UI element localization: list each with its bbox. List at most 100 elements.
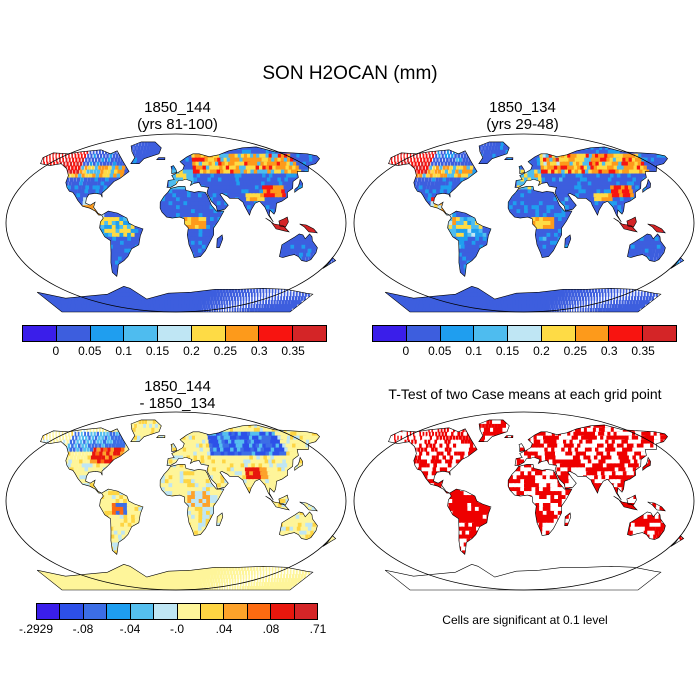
colorbar-box [609,326,644,341]
colorbar-box [293,326,327,341]
coastline-australia [627,233,666,262]
map-panel-2 [353,133,695,313]
coastline-iceland [504,435,514,439]
panel-2-title-line2: (yrs 29-48) [486,116,559,133]
coastline-japan [642,178,651,193]
colorbar-box [90,326,125,341]
colorbar-tick-label: 0.2 [183,344,200,358]
colorbar-panel-2: 0 0.05 0.1 0.15 0.2 0.25 0.3 0.35 [372,325,677,358]
coastline-japan [642,456,651,471]
coastline-iceland [156,157,166,161]
colorbar-tick-label: 0.05 [428,344,452,358]
coastline-newGuinea [299,223,318,234]
coastline-outlines [384,419,685,591]
coastline-australia [279,511,318,540]
coastline-japan [294,178,303,193]
coastline-madagascar [564,512,572,526]
coastline-africa [507,464,573,536]
coastline-australia [279,233,318,262]
coastline-southAmerica [99,210,144,277]
coastline-antarctica [36,563,314,591]
coastline-uk [518,165,526,174]
colorbar-tick-label: -.2929 [18,622,54,636]
coastline-indonesia [613,217,638,233]
coastline-madagascar [564,234,572,248]
colorbar-tick-label: 0.1 [465,344,482,358]
coastline-antarctica [384,563,662,591]
coastline-indonesia [265,217,290,233]
panel-3-title-line1: 1850_144 [144,378,211,395]
colorbar-box [158,326,192,341]
panel-3-title-line2: - 1850_134 [139,395,216,412]
significance-note: Cells are significant at 0.1 level [442,613,608,627]
panel-2-title-line1: 1850_134 [489,99,556,116]
colorbar-box [294,604,318,619]
coastline-newGuinea [299,501,318,512]
colorbar-box [643,326,677,341]
coastline-japan [294,456,303,471]
coastline-newGuinea [647,501,666,512]
colorbar-box [37,604,61,619]
coastline-greenland [130,419,162,443]
coastline-greenland [130,141,162,165]
colorbar-box [60,604,84,619]
colorbar-tick-label: 0.2 [533,344,550,358]
map-panel-4 [353,411,695,591]
colorbar-tick-label: .08 [262,622,280,636]
coastline-greenland [478,419,510,443]
colorbar-box [474,326,509,341]
colorbar-panel-3: -.2929 -.08 -.04 -.0 .04 .08 .71 [19,603,326,636]
coastline-antarctica [36,285,314,313]
colorbar-box [83,604,108,619]
colorbar-box [259,326,294,341]
coastline-outlines [36,419,337,591]
colorbar-boxes [372,325,677,342]
coastline-uk [170,165,178,174]
coastline-iceland [504,157,514,161]
coastline-eurasia [514,424,668,501]
colorbar-tick-label: 0.25 [563,344,588,358]
colorbar-box [107,604,131,619]
colorbar-tick-label: 0 [402,344,410,358]
colorbar-box [23,326,57,341]
coastline-northAmerica [40,149,130,216]
colorbar-box [124,326,159,341]
coastline-southAmerica [447,210,492,277]
colorbar-tick-label: 0.15 [145,344,170,358]
coastline-greenland [478,141,510,165]
coastline-australia [627,511,666,540]
colorbar-box [225,326,260,341]
colorbar-box [575,326,610,341]
colorbar-tick-label: .04 [215,622,233,636]
colorbar-box [130,604,155,619]
panel-1-title: 1850_144 (yrs 81-100) [25,99,330,133]
coastline-northAmerica [388,149,478,216]
colorbar-box [191,326,226,341]
colorbar-labels: -.2929 -.08 -.04 -.0 .04 .08 .71 [19,620,326,636]
map-border [353,133,695,313]
colorbar-tick-label: -.0 [169,622,185,636]
coastline-borneo [626,216,637,228]
map-panel-1 [5,133,347,313]
coastline-africa [507,186,573,258]
colorbar-box [541,326,576,341]
coastline-indonesia [265,495,290,511]
colorbar-labels: 0 0.05 0.1 0.15 0.2 0.25 0.3 0.35 [372,342,677,358]
coastline-southAmerica [447,488,492,555]
coastline-africa [159,186,225,258]
coastline-newGuinea [647,223,666,234]
coastline-indonesia [613,495,638,511]
map-border [353,411,695,591]
panel-4-title-line1: T-Test of two Case means at each grid po… [388,386,662,402]
colorbar-tick-label: 0.35 [281,344,305,358]
coastline-eurasia [166,146,320,223]
colorbar-tick-label: -.08 [72,622,94,636]
coastline-eurasia [514,146,668,223]
colorbar-box [154,604,178,619]
coastline-borneo [626,494,637,506]
coastline-newZealand [670,257,685,269]
panel-4-title: T-Test of two Case means at each grid po… [350,386,700,403]
colorbar-box [271,604,295,619]
colorbar-tick-label: 0.3 [250,344,268,358]
colorbar-panel-1: 0 0.05 0.1 0.15 0.2 0.25 0.3 0.35 [22,325,327,358]
